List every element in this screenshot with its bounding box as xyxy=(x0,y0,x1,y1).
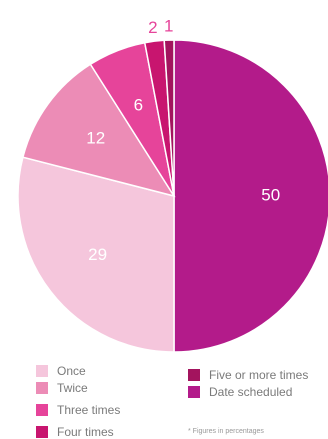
footnote: * Figures in percentages xyxy=(188,428,264,435)
legend-label-date-scheduled: Date scheduled xyxy=(209,385,293,399)
slice-value-label: 1 xyxy=(164,17,173,36)
pie-slice-twice xyxy=(21,63,176,198)
legend-label-three-times: Three times xyxy=(57,403,121,417)
slice-value-label: 50 xyxy=(261,185,280,204)
legend-swatch-date-scheduled xyxy=(188,386,200,398)
legend-swatch-five-or-more xyxy=(188,369,200,381)
legend-item-four-times: Four times xyxy=(36,425,114,439)
legend-swatch-twice xyxy=(36,382,48,394)
pie-chart: 50 29 12 6 2 1 xyxy=(17,17,328,353)
slice-value-label: 6 xyxy=(134,96,143,115)
legend-item-twice: Twice xyxy=(36,381,88,395)
pie-slice-once xyxy=(17,156,175,353)
slice-value-label: 2 xyxy=(148,18,157,37)
legend-swatch-three-times xyxy=(36,404,48,416)
slice-value-label: 29 xyxy=(88,245,107,264)
legend-swatch-four-times xyxy=(36,426,48,438)
legend-label-twice: Twice xyxy=(57,381,88,395)
legend-swatch-once xyxy=(36,365,48,377)
legend-label-five-or-more: Five or more times xyxy=(209,368,309,382)
pie-slice-date-scheduled xyxy=(173,39,328,353)
legend-item-five-or-more: Five or more times xyxy=(188,368,308,382)
pie-slice-five-or-more-times xyxy=(163,39,175,197)
slice-value-label: 12 xyxy=(86,129,105,148)
legend-label-four-times: Four times xyxy=(57,425,114,439)
legend-item-date-scheduled: Date scheduled xyxy=(188,385,292,399)
legend-item-once: Once xyxy=(36,364,86,378)
legend-label-once: Once xyxy=(57,364,86,378)
legend-item-three-times: Three times xyxy=(36,403,120,417)
